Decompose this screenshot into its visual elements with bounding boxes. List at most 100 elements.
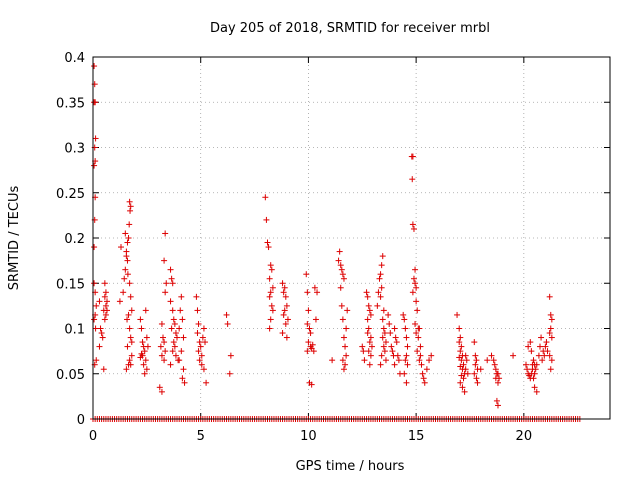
data-point bbox=[548, 334, 555, 341]
data-point bbox=[377, 361, 384, 368]
data-point bbox=[162, 289, 169, 296]
data-point bbox=[224, 320, 231, 327]
data-point bbox=[413, 284, 420, 291]
data-point bbox=[393, 339, 400, 346]
data-point bbox=[143, 366, 150, 373]
data-point bbox=[375, 289, 382, 296]
data-point bbox=[284, 316, 291, 323]
data-point bbox=[367, 334, 374, 341]
data-point bbox=[194, 307, 201, 314]
data-point bbox=[342, 343, 349, 350]
y-axis-label: SRMTID / TECUs bbox=[7, 186, 22, 291]
data-point bbox=[412, 266, 419, 273]
data-point bbox=[460, 375, 467, 382]
data-point bbox=[123, 248, 130, 255]
data-point bbox=[283, 334, 290, 341]
data-point bbox=[496, 375, 503, 382]
grid bbox=[93, 57, 610, 419]
data-point bbox=[401, 370, 408, 377]
data-point bbox=[142, 357, 149, 364]
x-tick-label: 10 bbox=[300, 429, 317, 444]
data-point bbox=[141, 370, 148, 377]
data-point bbox=[494, 402, 501, 409]
data-point bbox=[279, 330, 286, 337]
data-point bbox=[162, 230, 169, 237]
data-point bbox=[167, 298, 174, 305]
data-point bbox=[312, 316, 319, 323]
data-point bbox=[462, 352, 469, 359]
data-point bbox=[203, 379, 210, 386]
data-point bbox=[314, 289, 321, 296]
data-point bbox=[403, 352, 410, 359]
data-point bbox=[158, 388, 165, 395]
data-point bbox=[282, 293, 289, 300]
data-point bbox=[547, 325, 554, 332]
data-point bbox=[305, 307, 312, 314]
x-axis-label: GPS time / hours bbox=[296, 459, 405, 474]
data-point bbox=[464, 370, 471, 377]
data-point bbox=[340, 334, 347, 341]
data-point bbox=[546, 352, 553, 359]
data-point bbox=[490, 357, 497, 364]
data-point bbox=[128, 352, 135, 359]
data-point bbox=[195, 348, 202, 355]
data-point bbox=[413, 298, 420, 305]
data-point bbox=[374, 302, 381, 309]
data-point bbox=[391, 325, 398, 332]
data-point bbox=[124, 271, 131, 278]
data-point bbox=[195, 320, 202, 327]
data-point bbox=[171, 343, 178, 350]
data-point bbox=[457, 348, 464, 355]
data-point bbox=[414, 348, 421, 355]
data-point bbox=[410, 275, 417, 282]
data-point bbox=[200, 325, 207, 332]
chart-title: Day 205 of 2018, SRMTID for receiver mrb… bbox=[210, 21, 490, 36]
data-point bbox=[403, 379, 410, 386]
data-point bbox=[283, 302, 290, 309]
data-point bbox=[337, 284, 344, 291]
data-point bbox=[459, 384, 466, 391]
data-point bbox=[533, 388, 540, 395]
data-point bbox=[265, 244, 272, 251]
data-point bbox=[412, 320, 419, 327]
data-point bbox=[202, 339, 209, 346]
data-point bbox=[92, 135, 99, 142]
data-point bbox=[403, 334, 410, 341]
x-tick-label: 5 bbox=[197, 429, 205, 444]
data-point bbox=[536, 343, 543, 350]
data-point bbox=[304, 320, 311, 327]
data-point bbox=[127, 334, 134, 341]
data-point bbox=[167, 266, 174, 273]
data-point bbox=[160, 334, 167, 341]
data-point bbox=[410, 225, 417, 232]
x-tick-label: 0 bbox=[89, 429, 97, 444]
data-point bbox=[262, 194, 269, 201]
data-point bbox=[491, 361, 498, 368]
data-point bbox=[381, 348, 388, 355]
data-point bbox=[382, 357, 389, 364]
data-point bbox=[169, 348, 176, 355]
data-point bbox=[456, 339, 463, 346]
data-point bbox=[548, 357, 555, 364]
data-point bbox=[413, 330, 420, 337]
data-point bbox=[127, 293, 134, 300]
data-point bbox=[168, 275, 175, 282]
data-point bbox=[415, 334, 422, 341]
data-point bbox=[421, 379, 428, 386]
data-point bbox=[420, 375, 427, 382]
data-points bbox=[90, 63, 583, 422]
data-point bbox=[457, 334, 464, 341]
data-point bbox=[124, 343, 131, 350]
data-point bbox=[488, 352, 495, 359]
data-point bbox=[193, 293, 200, 300]
data-point bbox=[416, 357, 423, 364]
data-point bbox=[162, 348, 169, 355]
data-point bbox=[364, 293, 371, 300]
data-point bbox=[463, 357, 470, 364]
data-point bbox=[126, 221, 133, 228]
data-point bbox=[196, 357, 203, 364]
data-point bbox=[380, 343, 387, 350]
data-point bbox=[423, 366, 430, 373]
data-point bbox=[400, 311, 407, 318]
